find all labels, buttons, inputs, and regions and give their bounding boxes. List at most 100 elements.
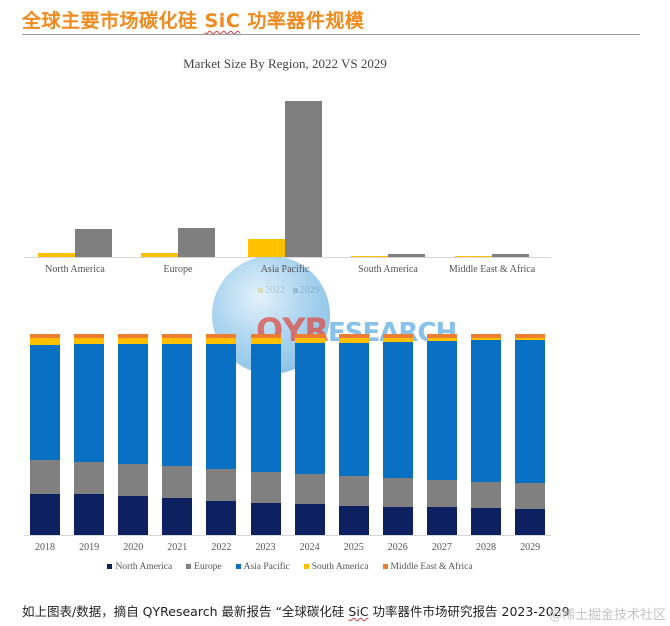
year-label: 2027 — [431, 542, 452, 553]
segment-south-america — [30, 338, 60, 346]
segment-europe — [118, 464, 149, 497]
segment-europe — [515, 483, 546, 510]
segment-asia-pacific — [294, 343, 325, 475]
segment-south-america — [294, 338, 325, 344]
region-chart-axis — [24, 257, 551, 258]
year-label: 2029 — [520, 542, 541, 553]
segment-north-america — [382, 507, 413, 535]
category-label: South America — [358, 264, 418, 275]
segment-north-america — [294, 504, 325, 535]
bar-north-america-2022 — [38, 253, 75, 257]
segment-asia-pacific — [338, 343, 369, 477]
segment-asia-pacific — [206, 344, 237, 470]
segment-south-america — [338, 338, 369, 344]
segment-north-america — [74, 494, 105, 535]
segment-asia-pacific — [382, 342, 413, 479]
bar-europe-2022 — [141, 253, 178, 257]
legend-swatch — [107, 564, 113, 570]
segment-north-america — [250, 503, 281, 535]
segment-europe — [294, 474, 325, 505]
community-source-mark: @稀土掘金技术社区 — [548, 608, 666, 623]
stacked-bar-2023 — [250, 334, 281, 535]
segment-europe — [471, 482, 501, 509]
caption-suffix: 功率器件市场研究报告 2023-2029 — [368, 604, 570, 619]
legend-2029-label: 2029 — [299, 285, 320, 296]
segment-middle-east-africa — [118, 334, 149, 339]
title-suffix: 功率器件规模 — [240, 10, 365, 32]
legend-item-europe: Europe — [186, 562, 222, 572]
legend-swatch — [235, 564, 241, 570]
segment-europe — [74, 462, 105, 494]
segment-north-america — [206, 501, 237, 535]
segment-north-america — [118, 496, 149, 535]
segment-middle-east-africa — [471, 334, 501, 339]
segment-asia-pacific — [162, 344, 193, 467]
caption-sic: SiC — [348, 604, 369, 619]
segment-middle-east-africa — [426, 334, 457, 339]
legend-swatch — [186, 564, 192, 570]
legend-swatch — [382, 564, 388, 570]
segment-middle-east-africa — [382, 334, 413, 339]
stacked-bar-2025 — [338, 334, 369, 535]
segment-north-america — [338, 506, 369, 535]
bar-south-america-2029 — [388, 254, 425, 257]
bar-middle-east-africa-2029 — [492, 254, 529, 257]
segment-south-america — [118, 338, 149, 345]
segment-north-america — [515, 509, 546, 535]
segment-middle-east-africa — [515, 334, 546, 339]
stacked-bar-2020 — [118, 334, 149, 535]
title-divider — [22, 34, 640, 35]
segment-middle-east-africa — [294, 334, 325, 339]
segment-asia-pacific — [515, 340, 546, 484]
year-label: 2018 — [35, 542, 55, 553]
title-prefix: 全球主要市场碳化硅 — [22, 10, 205, 32]
bar-north-america-2029 — [75, 229, 112, 257]
source-caption: 如上图表/数据，摘自 QYResearch 最新报告 “全球碳化硅 SiC 功率… — [22, 601, 570, 620]
stacked-bar-2027 — [426, 334, 457, 535]
bar-asia-pacific-2022 — [248, 239, 285, 257]
stacked-bar-2029 — [515, 334, 546, 535]
category-label: Middle East & Africa — [448, 264, 536, 275]
legend-item-north-america: North America — [107, 562, 172, 572]
segment-europe — [162, 466, 193, 499]
legend-label: Europe — [194, 562, 222, 572]
year-label: 2022 — [211, 542, 232, 553]
legend-label: Middle East & Africa — [390, 562, 473, 572]
segment-europe — [206, 469, 237, 502]
stacked-bar-2022 — [206, 334, 237, 535]
region-chart-legend: 2022 2029 — [258, 285, 320, 296]
legend-item-middle-east-africa: Middle East & Africa — [382, 562, 473, 572]
segment-europe — [30, 460, 60, 494]
bar-middle-east-africa-2022 — [455, 256, 492, 257]
caption-prefix: 如上图表/数据，摘自 QYResearch 最新报告 “全球碳化硅 — [22, 604, 349, 619]
year-label: 2024 — [299, 542, 320, 553]
segment-europe — [250, 472, 281, 504]
category-label: Europe — [163, 264, 193, 275]
region-chart-title: Market Size By Region, 2022 VS 2029 — [183, 56, 387, 71]
legend-2022-swatch — [258, 288, 263, 294]
stacked-bar-2018 — [30, 334, 60, 535]
page-title: 全球主要市场碳化硅 SiC 功率器件规模 — [22, 6, 364, 33]
stacked-bar-2019 — [74, 334, 105, 535]
year-label: 2028 — [476, 542, 496, 553]
segment-south-america — [74, 338, 105, 345]
title-sic: SiC — [204, 10, 241, 32]
segment-middle-east-africa — [206, 334, 237, 339]
segment-europe — [338, 476, 369, 507]
segment-europe — [426, 480, 457, 508]
segment-north-america — [471, 508, 501, 535]
category-label: Asia Pacific — [260, 264, 310, 275]
segment-south-america — [382, 338, 413, 343]
bar-europe-2029 — [178, 228, 215, 257]
segment-south-america — [426, 338, 457, 342]
segment-middle-east-africa — [162, 334, 193, 339]
segment-middle-east-africa — [338, 334, 369, 339]
share-chart-legend: North America Europe Asia Pacific South Ame… — [0, 562, 580, 572]
segment-south-america — [515, 338, 546, 341]
bar-asia-pacific-2029 — [285, 101, 322, 257]
segment-asia-pacific — [30, 345, 60, 461]
legend-label: South America — [311, 562, 369, 572]
share-chart-axis — [24, 535, 551, 536]
legend-2029-swatch — [292, 288, 298, 294]
year-label: 2026 — [387, 542, 408, 553]
